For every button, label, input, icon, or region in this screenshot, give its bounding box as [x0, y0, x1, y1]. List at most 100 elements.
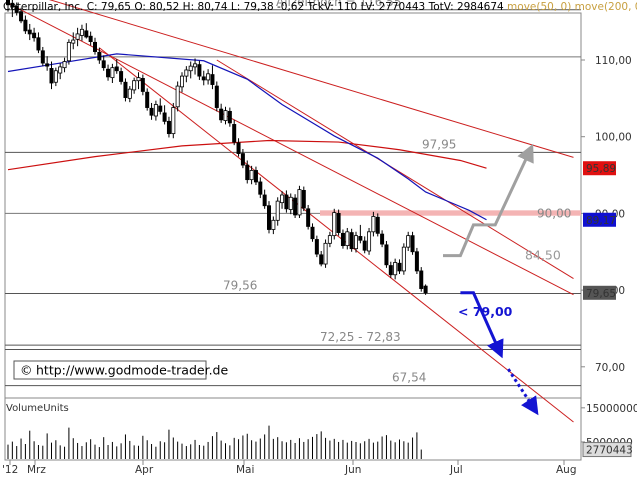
header-segment: L: 79,38 [228, 1, 274, 13]
candle-body [123, 81, 128, 98]
candle-body [97, 51, 102, 61]
candle-body [32, 32, 37, 39]
candle-body [179, 75, 184, 88]
trendline [99, 47, 574, 423]
candle-body [132, 80, 137, 91]
candle-body [175, 85, 180, 108]
candle-body [79, 28, 84, 36]
price-tag [583, 212, 616, 227]
candle-body [367, 231, 372, 252]
level-label: 97,95 [422, 137, 456, 151]
candle-body [306, 208, 311, 227]
candle-body [193, 63, 198, 68]
candle-body [136, 77, 141, 82]
candle-body [275, 200, 280, 221]
candle-body [349, 232, 354, 250]
watermark-box: © http://www.godmode-trader.de [13, 360, 228, 380]
header-segment: Caterpillar, Inc. [3, 1, 83, 13]
candle-body [358, 236, 363, 241]
header-segment: LV: 2770443 [357, 1, 425, 13]
x-tick-label: Mrz [27, 464, 46, 476]
header-segment: O: 80,52 [131, 1, 179, 13]
candle-body [6, 0, 11, 6]
candle-body [171, 107, 176, 135]
time-axis: '12 Mrz Apr Mai Jun Jul Aug [2, 460, 577, 476]
forecast-arrow [443, 143, 534, 258]
candle-body [40, 50, 45, 64]
candle-body [145, 91, 150, 108]
x-tick-label: Mai [236, 464, 254, 476]
vol-tick-label: 15000000 [586, 403, 637, 415]
candle-body [184, 69, 189, 77]
price-tag-label: 89,17 [586, 215, 616, 227]
candle-body [153, 104, 158, 117]
candle-body [253, 170, 258, 183]
candle-body [119, 71, 124, 82]
candle-body [197, 64, 202, 77]
candle-body [162, 112, 167, 122]
header-segment: H: 80,74 [179, 1, 227, 13]
header-segment: move(50, 0) [504, 1, 572, 13]
candle-body [71, 39, 76, 44]
candle-body [19, 11, 24, 22]
candle-body [188, 65, 193, 72]
x-tick-label: Apr [135, 464, 154, 476]
candle-body [45, 63, 50, 67]
candle-body [327, 235, 332, 244]
candle-body [301, 189, 306, 209]
price-tags: 95,89 89,17 79,65 [583, 161, 616, 300]
header-segment: C: 79,65 [83, 1, 131, 13]
level-labels: Allzeithoch = 116,55 97,95 79,56 72,25 - 72… [223, 0, 571, 385]
header-segment: TckV: 110 [304, 1, 357, 13]
candle-body [223, 110, 228, 121]
volume-bars: 1500000050000002770443 [7, 403, 637, 459]
trendline [7, 2, 574, 296]
forecast-arrows [443, 143, 539, 416]
candle-body [293, 197, 298, 216]
candle-body [23, 19, 28, 32]
x-tick-label: '12 [2, 464, 18, 476]
candle-body [393, 262, 398, 276]
price-tag [583, 161, 616, 176]
zone-label: 90,00 [537, 206, 571, 220]
candle-body [266, 205, 271, 230]
candle-body [84, 30, 89, 38]
chart-header: Caterpillar, Inc. C: 79,65 O: 80,52 H: 8… [3, 1, 637, 13]
header-segment: TotV: 2984674 [425, 1, 504, 13]
candle-body [280, 194, 285, 204]
resistance-zone [320, 210, 581, 216]
candle-body [75, 33, 80, 40]
candle-body [310, 226, 315, 240]
candle-body [332, 212, 337, 237]
copyright-symbol: © [20, 363, 33, 378]
trendline [48, 0, 574, 158]
candle-body [419, 270, 424, 289]
candle-body [227, 110, 232, 124]
candle-body [10, 2, 15, 8]
candle-body [319, 254, 324, 265]
candle-body [27, 29, 32, 35]
candle-body [58, 66, 63, 74]
candle-body [232, 124, 237, 143]
ma50-line [7, 53, 487, 221]
volume-label: VolumeUnits [6, 403, 69, 414]
candle-body [336, 212, 341, 233]
candle-body [249, 170, 254, 181]
x-tick-label: Jun [344, 464, 361, 476]
candle-body [414, 251, 419, 272]
candle-body [166, 120, 171, 135]
candle-body [423, 285, 428, 294]
y-tick-label: 100,00 [595, 132, 632, 144]
candle-body [210, 74, 215, 85]
candle-body [345, 231, 350, 247]
candle-body [101, 60, 106, 69]
candle-body [49, 68, 54, 84]
candle-body [214, 85, 219, 108]
candle-body [240, 153, 245, 166]
candle-body [62, 61, 67, 69]
price-tag-label: 79,65 [586, 288, 616, 300]
candle-body [314, 239, 319, 255]
candle-body [140, 78, 145, 92]
target-label: < 79,00 [458, 304, 513, 319]
candle-body [36, 37, 41, 51]
